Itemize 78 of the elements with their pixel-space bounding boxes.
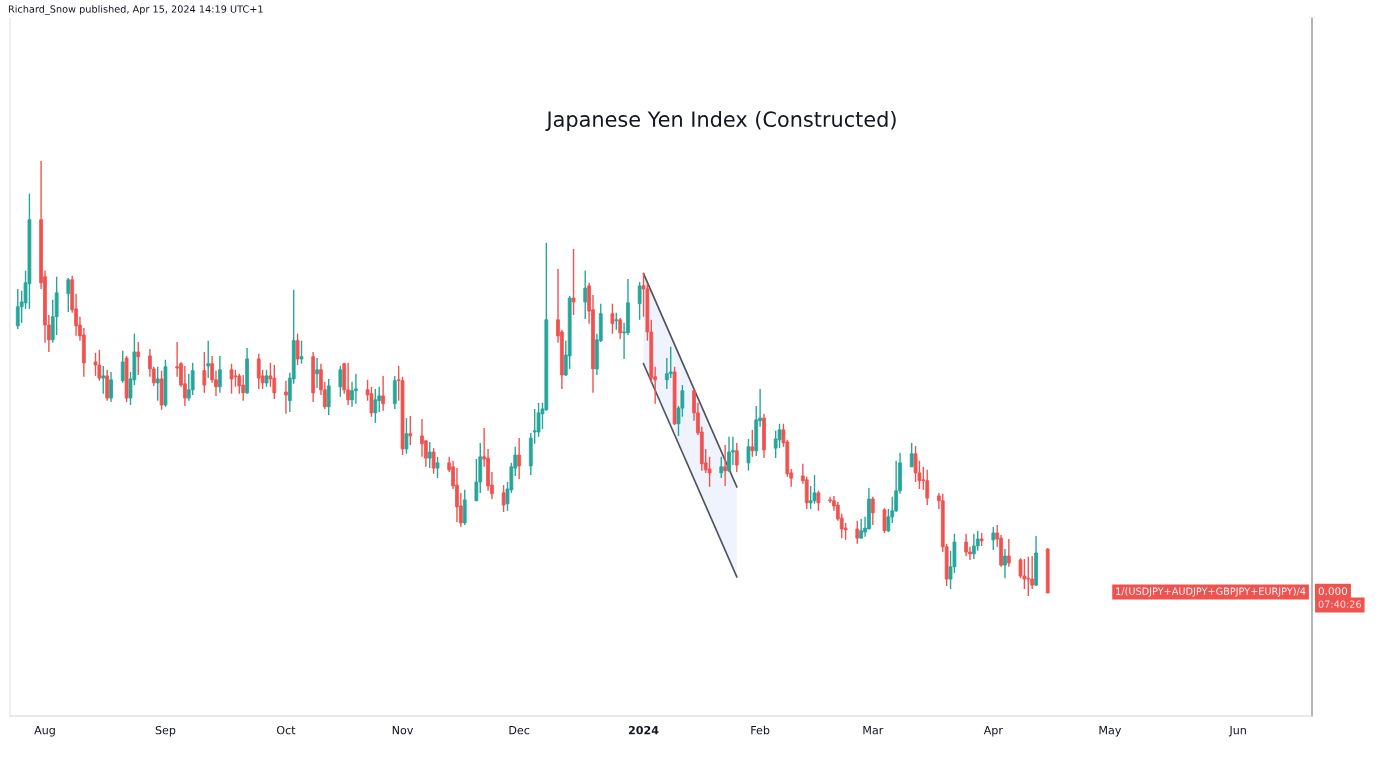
candlestick [637, 281, 642, 321]
candlestick [427, 441, 432, 469]
candlestick [1026, 556, 1031, 597]
candlestick [381, 375, 385, 412]
x-tick-label: Feb [751, 725, 770, 735]
candlestick [750, 429, 755, 458]
candlestick [109, 371, 113, 403]
candlestick [746, 438, 751, 472]
candlestick [723, 444, 728, 487]
x-tick-label: Apr [983, 726, 1003, 737]
text: Richard_Snow published, Apr 15, 2024 14:19 UTC+1 [8, 5, 263, 15]
candlestick [571, 248, 576, 316]
candlestick [15, 288, 20, 330]
candlestick [583, 269, 588, 320]
candlestick [299, 339, 304, 365]
candlestick [315, 357, 319, 389]
x-tick-label: 2024 [628, 725, 659, 735]
candlestick [886, 508, 891, 533]
candlestick [1006, 538, 1011, 568]
candlestick [105, 369, 110, 402]
candlestick [727, 436, 731, 473]
candlestick [241, 374, 246, 402]
x-tick-label: Nov [392, 726, 414, 735]
candlestick [816, 490, 821, 512]
candlestick [93, 352, 98, 377]
candlestick [202, 351, 207, 394]
x-tick-label: Sep [155, 725, 176, 737]
candlestick [155, 366, 160, 402]
candlestick [870, 496, 875, 526]
candlestick [326, 378, 331, 416]
chart-title: Japanese Yen Index (Constructed) [545, 110, 896, 132]
x-tick-label: Dec [509, 726, 530, 735]
x-tick-label: Aug [34, 726, 55, 737]
candlestick [256, 353, 261, 390]
candlestick [183, 365, 187, 407]
candlestick [618, 317, 623, 340]
annotation: 1/(USDJPY+AUDJPY+GBPJPY+EURJPY)/4 [1116, 587, 1306, 597]
candlestick [435, 456, 440, 479]
candlestick [284, 379, 288, 415]
candlestick [1003, 548, 1007, 579]
x-tick-label: Mar [863, 726, 884, 735]
candlestick [925, 469, 930, 506]
candlestick [812, 474, 817, 505]
candlestick [408, 415, 413, 446]
candlestick [338, 365, 343, 398]
candlestick [431, 447, 436, 475]
candlestick [462, 489, 467, 526]
candlestick [517, 437, 522, 480]
candlestick [295, 333, 300, 366]
candlestick [190, 362, 195, 396]
candlestick [859, 518, 864, 539]
candlestick [136, 341, 141, 376]
candlestick [54, 276, 59, 336]
candlestick [420, 418, 424, 458]
candlestick [373, 388, 378, 424]
candlestick [474, 458, 479, 502]
candlestick [346, 362, 351, 406]
x-tick-label: Oct [276, 725, 296, 735]
candlestick [501, 484, 506, 513]
candlestick [719, 456, 724, 479]
candlestick [392, 375, 397, 410]
candlestick [971, 533, 976, 560]
candlestick [101, 365, 106, 395]
text: 0.000 [1318, 587, 1348, 596]
candlestick [855, 520, 860, 545]
candlestick [882, 507, 887, 534]
candlestick [218, 355, 222, 394]
candlestick [964, 533, 968, 557]
text: 07:40:26 [1318, 600, 1362, 608]
candlestick [206, 339, 211, 379]
candlestick [229, 363, 234, 395]
x-tick-label: Jun [1228, 726, 1246, 737]
candlestick [272, 364, 277, 400]
x-tick-label: May [1099, 726, 1122, 737]
candlestick [97, 349, 102, 382]
candlestick [734, 442, 739, 473]
candlestick [991, 526, 996, 551]
candlestick [354, 373, 358, 405]
